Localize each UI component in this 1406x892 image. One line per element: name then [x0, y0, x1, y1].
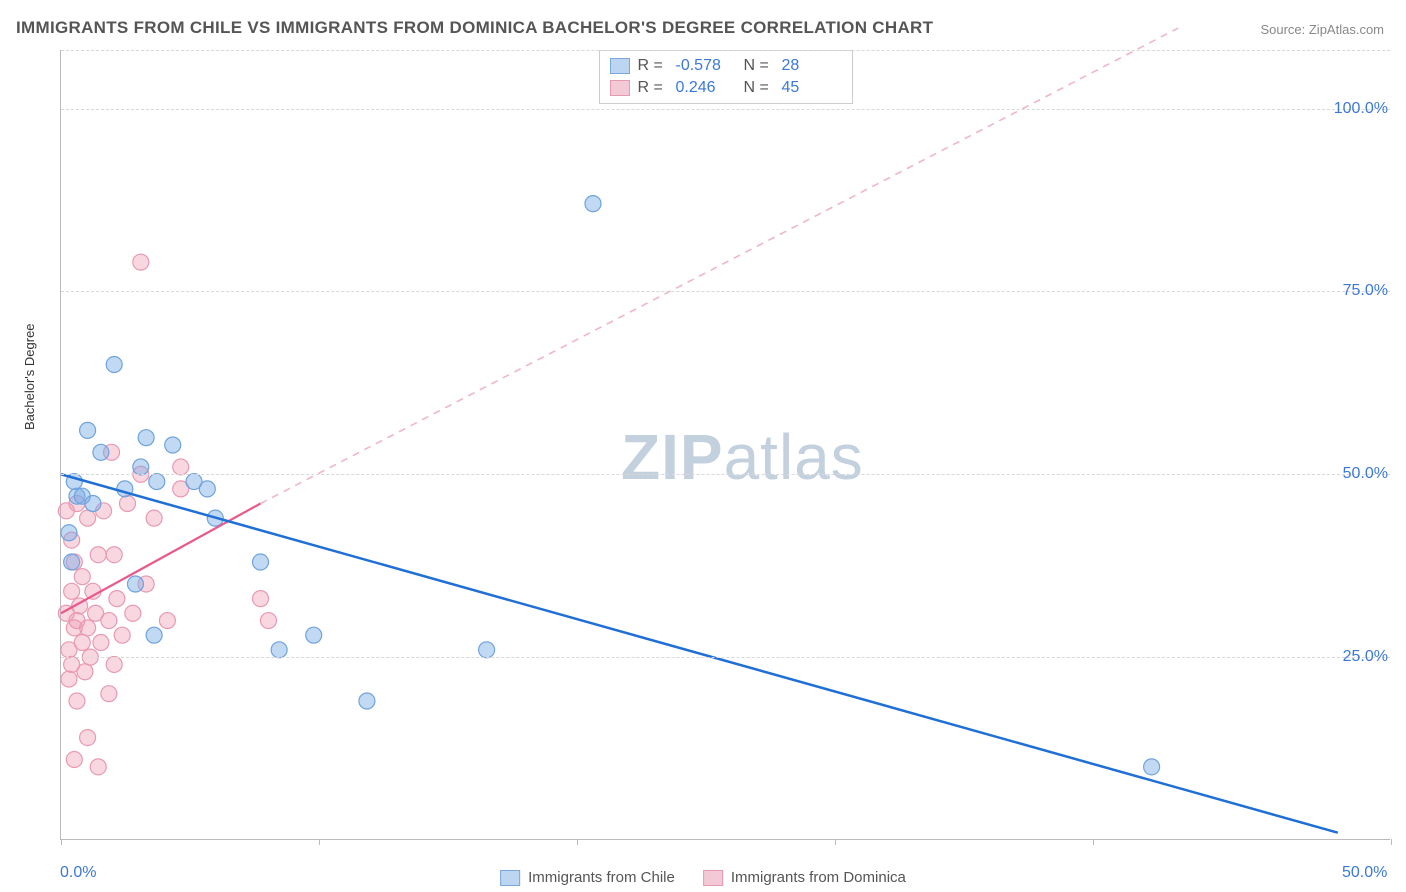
data-point	[306, 627, 322, 643]
data-point	[585, 196, 601, 212]
data-point	[106, 357, 122, 373]
data-point	[106, 656, 122, 672]
y-tick-label: 25.0%	[1343, 648, 1388, 666]
x-tick	[1391, 839, 1392, 845]
y-tick-label: 50.0%	[1343, 465, 1388, 483]
data-point	[127, 576, 143, 592]
legend-item-dominica: Immigrants from Dominica	[703, 869, 906, 886]
data-point	[64, 554, 80, 570]
gridline	[61, 291, 1390, 292]
data-point	[109, 591, 125, 607]
data-point	[260, 613, 276, 629]
x-tick	[319, 839, 320, 845]
series-legend: Immigrants from Chile Immigrants from Do…	[500, 869, 906, 886]
data-point	[61, 525, 77, 541]
data-point	[114, 627, 130, 643]
data-point	[66, 752, 82, 768]
swatch-icon	[500, 870, 520, 886]
x-tick	[577, 839, 578, 845]
data-point	[199, 481, 215, 497]
data-point	[80, 620, 96, 636]
trend-line	[61, 474, 1338, 832]
data-point	[253, 554, 269, 570]
y-tick-label: 75.0%	[1343, 282, 1388, 300]
data-point	[80, 510, 96, 526]
data-point	[1144, 759, 1160, 775]
data-point	[120, 496, 136, 512]
gridline	[61, 474, 1390, 475]
source-label: Source: ZipAtlas.com	[1260, 22, 1384, 37]
gridline	[61, 657, 1390, 658]
data-point	[58, 503, 74, 519]
data-point	[165, 437, 181, 453]
y-axis-label: Bachelor's Degree	[22, 323, 37, 430]
data-point	[85, 496, 101, 512]
data-point	[138, 430, 154, 446]
trend-line	[261, 28, 1179, 503]
data-point	[80, 730, 96, 746]
y-tick-label: 100.0%	[1334, 100, 1388, 118]
x-tick-label: 0.0%	[60, 864, 96, 882]
legend-item-chile: Immigrants from Chile	[500, 869, 675, 886]
data-point	[149, 474, 165, 490]
data-point	[61, 671, 77, 687]
data-point	[125, 605, 141, 621]
data-point	[90, 547, 106, 563]
data-point	[93, 635, 109, 651]
data-point	[479, 642, 495, 658]
chart-title: IMMIGRANTS FROM CHILE VS IMMIGRANTS FROM…	[16, 18, 933, 38]
legend-label: Immigrants from Chile	[528, 869, 675, 886]
data-point	[133, 254, 149, 270]
x-tick	[835, 839, 836, 845]
data-point	[253, 591, 269, 607]
data-point	[90, 759, 106, 775]
x-tick	[61, 839, 62, 845]
x-tick	[1093, 839, 1094, 845]
data-point	[101, 686, 117, 702]
data-point	[64, 583, 80, 599]
swatch-icon	[703, 870, 723, 886]
data-point	[93, 444, 109, 460]
data-point	[359, 693, 375, 709]
x-tick-label: 50.0%	[1342, 864, 1387, 882]
data-point	[133, 459, 149, 475]
data-point	[74, 569, 90, 585]
legend-label: Immigrants from Dominica	[731, 869, 906, 886]
data-point	[69, 693, 85, 709]
gridline	[61, 109, 1390, 110]
scatter-svg	[61, 50, 1390, 839]
data-point	[80, 422, 96, 438]
data-point	[173, 459, 189, 475]
plot-area: R = -0.578 N = 28 R = 0.246 N = 45 ZIPat…	[60, 50, 1390, 840]
gridline	[61, 50, 1390, 51]
data-point	[146, 627, 162, 643]
data-point	[101, 613, 117, 629]
data-point	[271, 642, 287, 658]
data-point	[106, 547, 122, 563]
data-point	[146, 510, 162, 526]
data-point	[77, 664, 93, 680]
data-point	[74, 635, 90, 651]
data-point	[159, 613, 175, 629]
